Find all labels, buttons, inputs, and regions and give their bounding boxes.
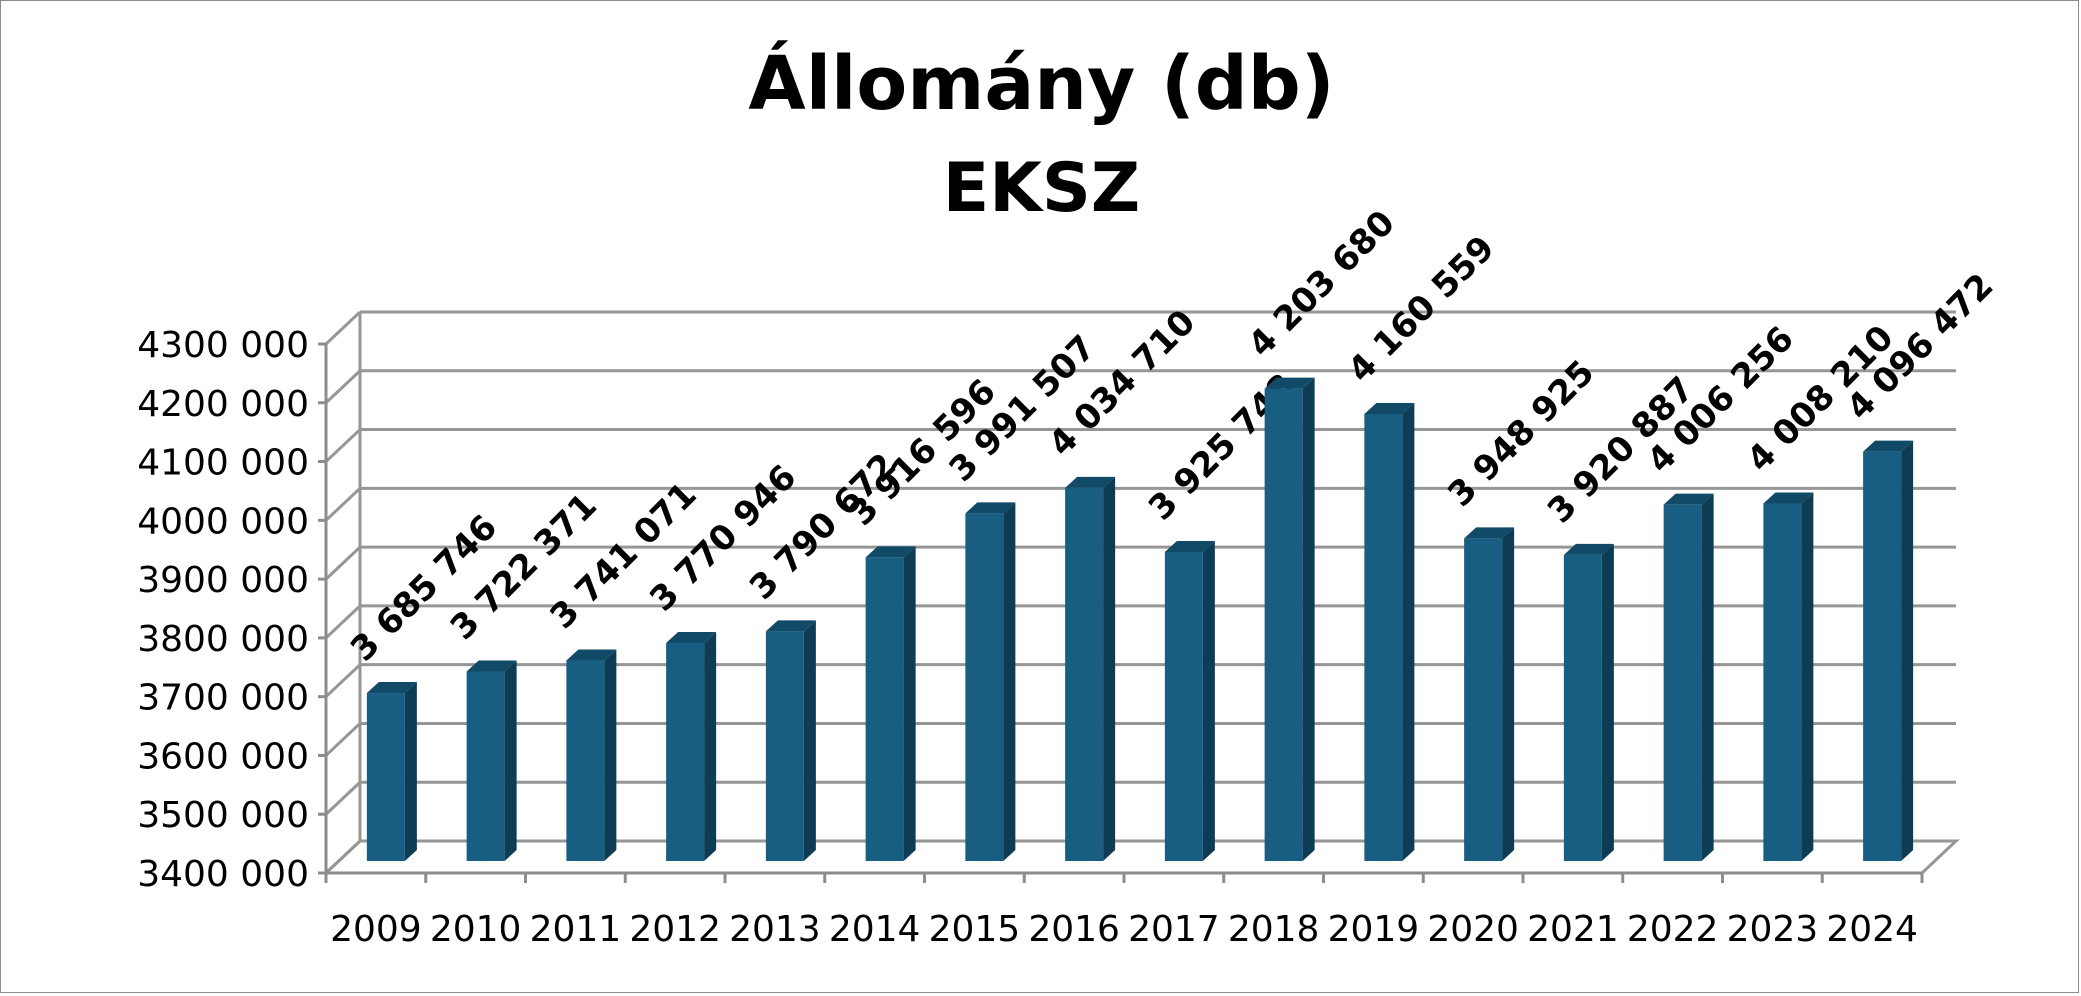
bar-top <box>765 620 816 632</box>
bar-side <box>1601 543 1614 861</box>
bar <box>965 513 1004 861</box>
y-tick-label: 3500 000 <box>137 795 309 836</box>
bar-side <box>1502 527 1515 861</box>
gridline-depth <box>324 369 362 404</box>
bar-top <box>1563 543 1614 555</box>
bar-top <box>1264 377 1315 389</box>
bar-top <box>865 546 916 558</box>
x-tick-label: 2010 <box>430 909 522 950</box>
y-tick-label: 4200 000 <box>137 384 309 425</box>
bar <box>466 671 505 861</box>
y-tick-label: 3600 000 <box>137 736 309 777</box>
bar-side <box>1801 492 1814 861</box>
bar-side <box>704 631 717 861</box>
y-tick-label: 4000 000 <box>137 501 309 542</box>
bar-top <box>965 502 1016 514</box>
gridline-depth <box>324 428 362 463</box>
x-tick-label: 2018 <box>1228 909 1320 950</box>
bar <box>1563 554 1602 861</box>
bar-top <box>666 631 717 643</box>
gridline-depth <box>324 604 362 639</box>
bar <box>1464 538 1503 861</box>
bar-side <box>504 660 517 861</box>
bar <box>1264 388 1303 861</box>
x-tick-label: 2021 <box>1527 909 1619 950</box>
bar <box>1863 451 1902 861</box>
bar-side <box>1103 476 1116 861</box>
x-tick-label: 2020 <box>1427 909 1519 950</box>
bar-top <box>566 649 617 661</box>
y-tick-label: 3700 000 <box>137 678 309 719</box>
bar-side <box>903 546 916 861</box>
bar-top <box>1364 402 1415 414</box>
y-tick-label: 4100 000 <box>137 443 309 484</box>
chart-subtitle: EKSZ <box>942 149 1141 228</box>
bar <box>1164 551 1203 861</box>
x-tick-label: 2014 <box>829 909 921 950</box>
gridline-depth <box>324 487 362 522</box>
y-tick-label: 3400 000 <box>137 854 309 895</box>
chart-title: Állomány (db) <box>748 41 1335 127</box>
bar-top <box>1065 476 1116 488</box>
y-tick-label: 3800 000 <box>137 619 309 660</box>
bar-side <box>803 620 816 861</box>
bar-top <box>366 682 417 694</box>
bar-top <box>1663 493 1714 505</box>
bar <box>566 660 605 861</box>
bar-side <box>404 682 417 861</box>
bar-side <box>1302 377 1315 861</box>
bar <box>765 631 804 861</box>
x-tick-label: 2013 <box>729 909 821 950</box>
gridline-depth <box>324 781 362 816</box>
bar <box>666 642 705 861</box>
x-tick-label: 2024 <box>1826 909 1918 950</box>
bar <box>1663 504 1702 861</box>
y-tick-label: 3900 000 <box>137 560 309 601</box>
x-tick-label: 2023 <box>1727 909 1819 950</box>
gridline-depth <box>324 310 362 346</box>
x-tick-label: 2015 <box>929 909 1021 950</box>
bar-top <box>1863 440 1914 452</box>
bar <box>1763 503 1802 861</box>
x-tick-label: 2022 <box>1627 909 1719 950</box>
bar-top <box>1164 540 1215 552</box>
bar-side <box>1202 540 1215 861</box>
bar <box>865 557 904 861</box>
bar <box>1364 413 1403 861</box>
bar-top <box>1763 492 1814 504</box>
x-tick-label: 2009 <box>330 909 422 950</box>
gridline-depth <box>324 663 362 698</box>
x-tick-label: 2012 <box>629 909 721 950</box>
bar-side <box>1701 493 1714 861</box>
bar-side <box>604 649 617 861</box>
bar-side <box>1402 402 1415 861</box>
bar-top <box>1464 527 1515 539</box>
x-tick-label: 2017 <box>1128 909 1220 950</box>
bar <box>366 693 405 861</box>
bar-top <box>466 660 517 672</box>
gridline-depth <box>324 546 362 581</box>
bar-side <box>1901 440 1914 861</box>
x-tick-label: 2011 <box>530 909 622 950</box>
gridline-depth <box>324 722 362 757</box>
bar-side <box>1003 502 1016 861</box>
bar <box>1065 487 1104 861</box>
y-tick-label: 4300 000 <box>137 325 309 366</box>
x-tick-label: 2016 <box>1028 909 1120 950</box>
x-tick-label: 2019 <box>1328 909 1420 950</box>
